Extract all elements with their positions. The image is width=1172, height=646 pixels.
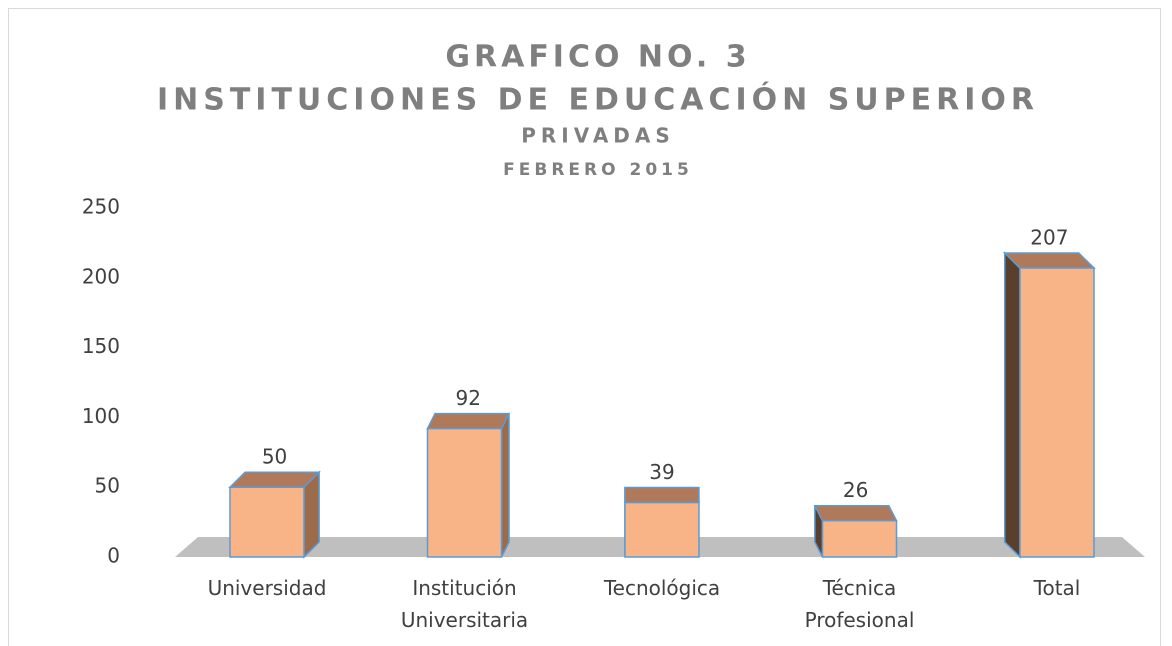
chart-title: GRAFICO NO. 3 bbox=[445, 40, 750, 75]
data-label: 50 bbox=[262, 445, 287, 469]
bar-top bbox=[426, 412, 511, 430]
bar-top bbox=[624, 486, 700, 504]
bar bbox=[1019, 267, 1095, 558]
data-label: 39 bbox=[649, 460, 674, 484]
bar bbox=[624, 501, 700, 558]
x-tick-label: Técnica Profesional bbox=[804, 576, 915, 632]
x-tick-label: Universidad bbox=[207, 576, 327, 600]
y-tick-label: 50 bbox=[95, 474, 120, 498]
data-label: 26 bbox=[843, 478, 868, 502]
chart-subtitle: INSTITUCIONES DE EDUCACIÓN SUPERIOR bbox=[157, 81, 1039, 118]
y-tick-label: 100 bbox=[82, 404, 120, 428]
y-tick-label: 200 bbox=[82, 264, 120, 288]
bar-top bbox=[813, 504, 898, 522]
bar-top bbox=[228, 471, 321, 488]
bar bbox=[821, 519, 898, 558]
x-tick-label: Institución Universitaria bbox=[400, 576, 529, 632]
data-label: 207 bbox=[1030, 226, 1068, 250]
bar-top bbox=[1002, 252, 1096, 269]
x-tick-label: Total bbox=[1033, 576, 1081, 600]
y-tick-label: 150 bbox=[82, 334, 120, 358]
bar bbox=[229, 486, 305, 558]
bar-side bbox=[500, 413, 510, 558]
x-tick-label: Tecnológica bbox=[603, 576, 721, 600]
chart-subtitle: FEBRERO 2015 bbox=[503, 160, 693, 180]
chart-subtitle: PRIVADAS bbox=[521, 124, 675, 148]
bar-side bbox=[1003, 251, 1021, 559]
chart-frame bbox=[8, 8, 1161, 646]
y-tick-label: 250 bbox=[82, 195, 120, 219]
data-label: 92 bbox=[456, 386, 481, 410]
y-tick-label: 0 bbox=[107, 544, 120, 568]
bar bbox=[426, 427, 503, 558]
